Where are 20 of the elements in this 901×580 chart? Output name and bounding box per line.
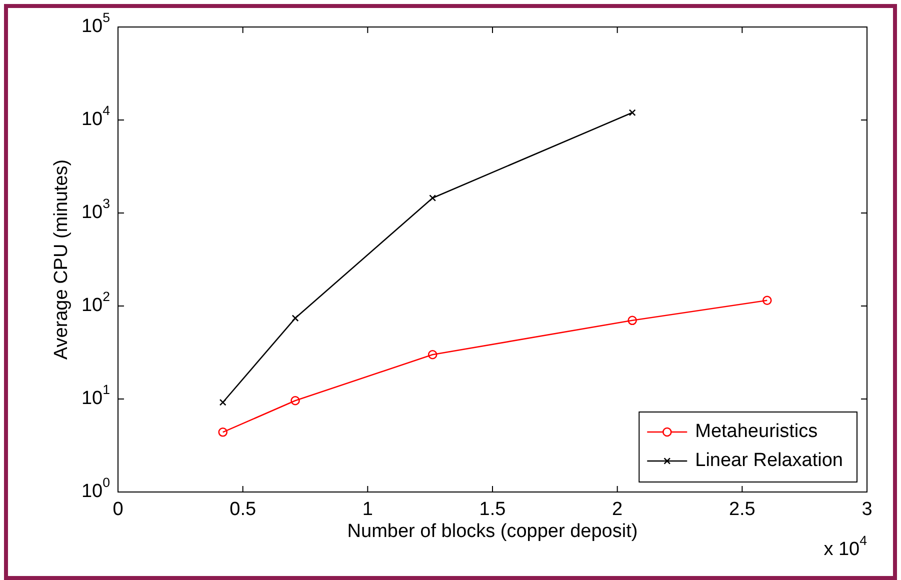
point xyxy=(628,316,637,326)
legend-label: Linear Relaxation xyxy=(695,450,844,472)
point xyxy=(290,396,300,406)
x-tick-label: 2.5 xyxy=(728,499,756,520)
x-tick-label: 3 xyxy=(862,499,872,520)
x-tick-label: 2 xyxy=(612,499,623,520)
x-axis-title: Number of blocks (copper deposit) xyxy=(347,521,638,542)
point xyxy=(428,350,438,360)
x-tick-label: 1.5 xyxy=(479,499,506,520)
point xyxy=(628,109,636,116)
point xyxy=(219,398,226,406)
y-axis-title: Average CPU (minutes) xyxy=(51,159,72,360)
legend-label: Metaheuristics xyxy=(695,421,818,442)
x-tick-label: 1 xyxy=(362,499,373,520)
x-tick-label: 0 xyxy=(112,499,124,520)
x-tick-label: 0.5 xyxy=(230,499,256,520)
point xyxy=(292,314,299,322)
point xyxy=(429,194,436,202)
point xyxy=(218,428,228,437)
point xyxy=(762,296,772,306)
